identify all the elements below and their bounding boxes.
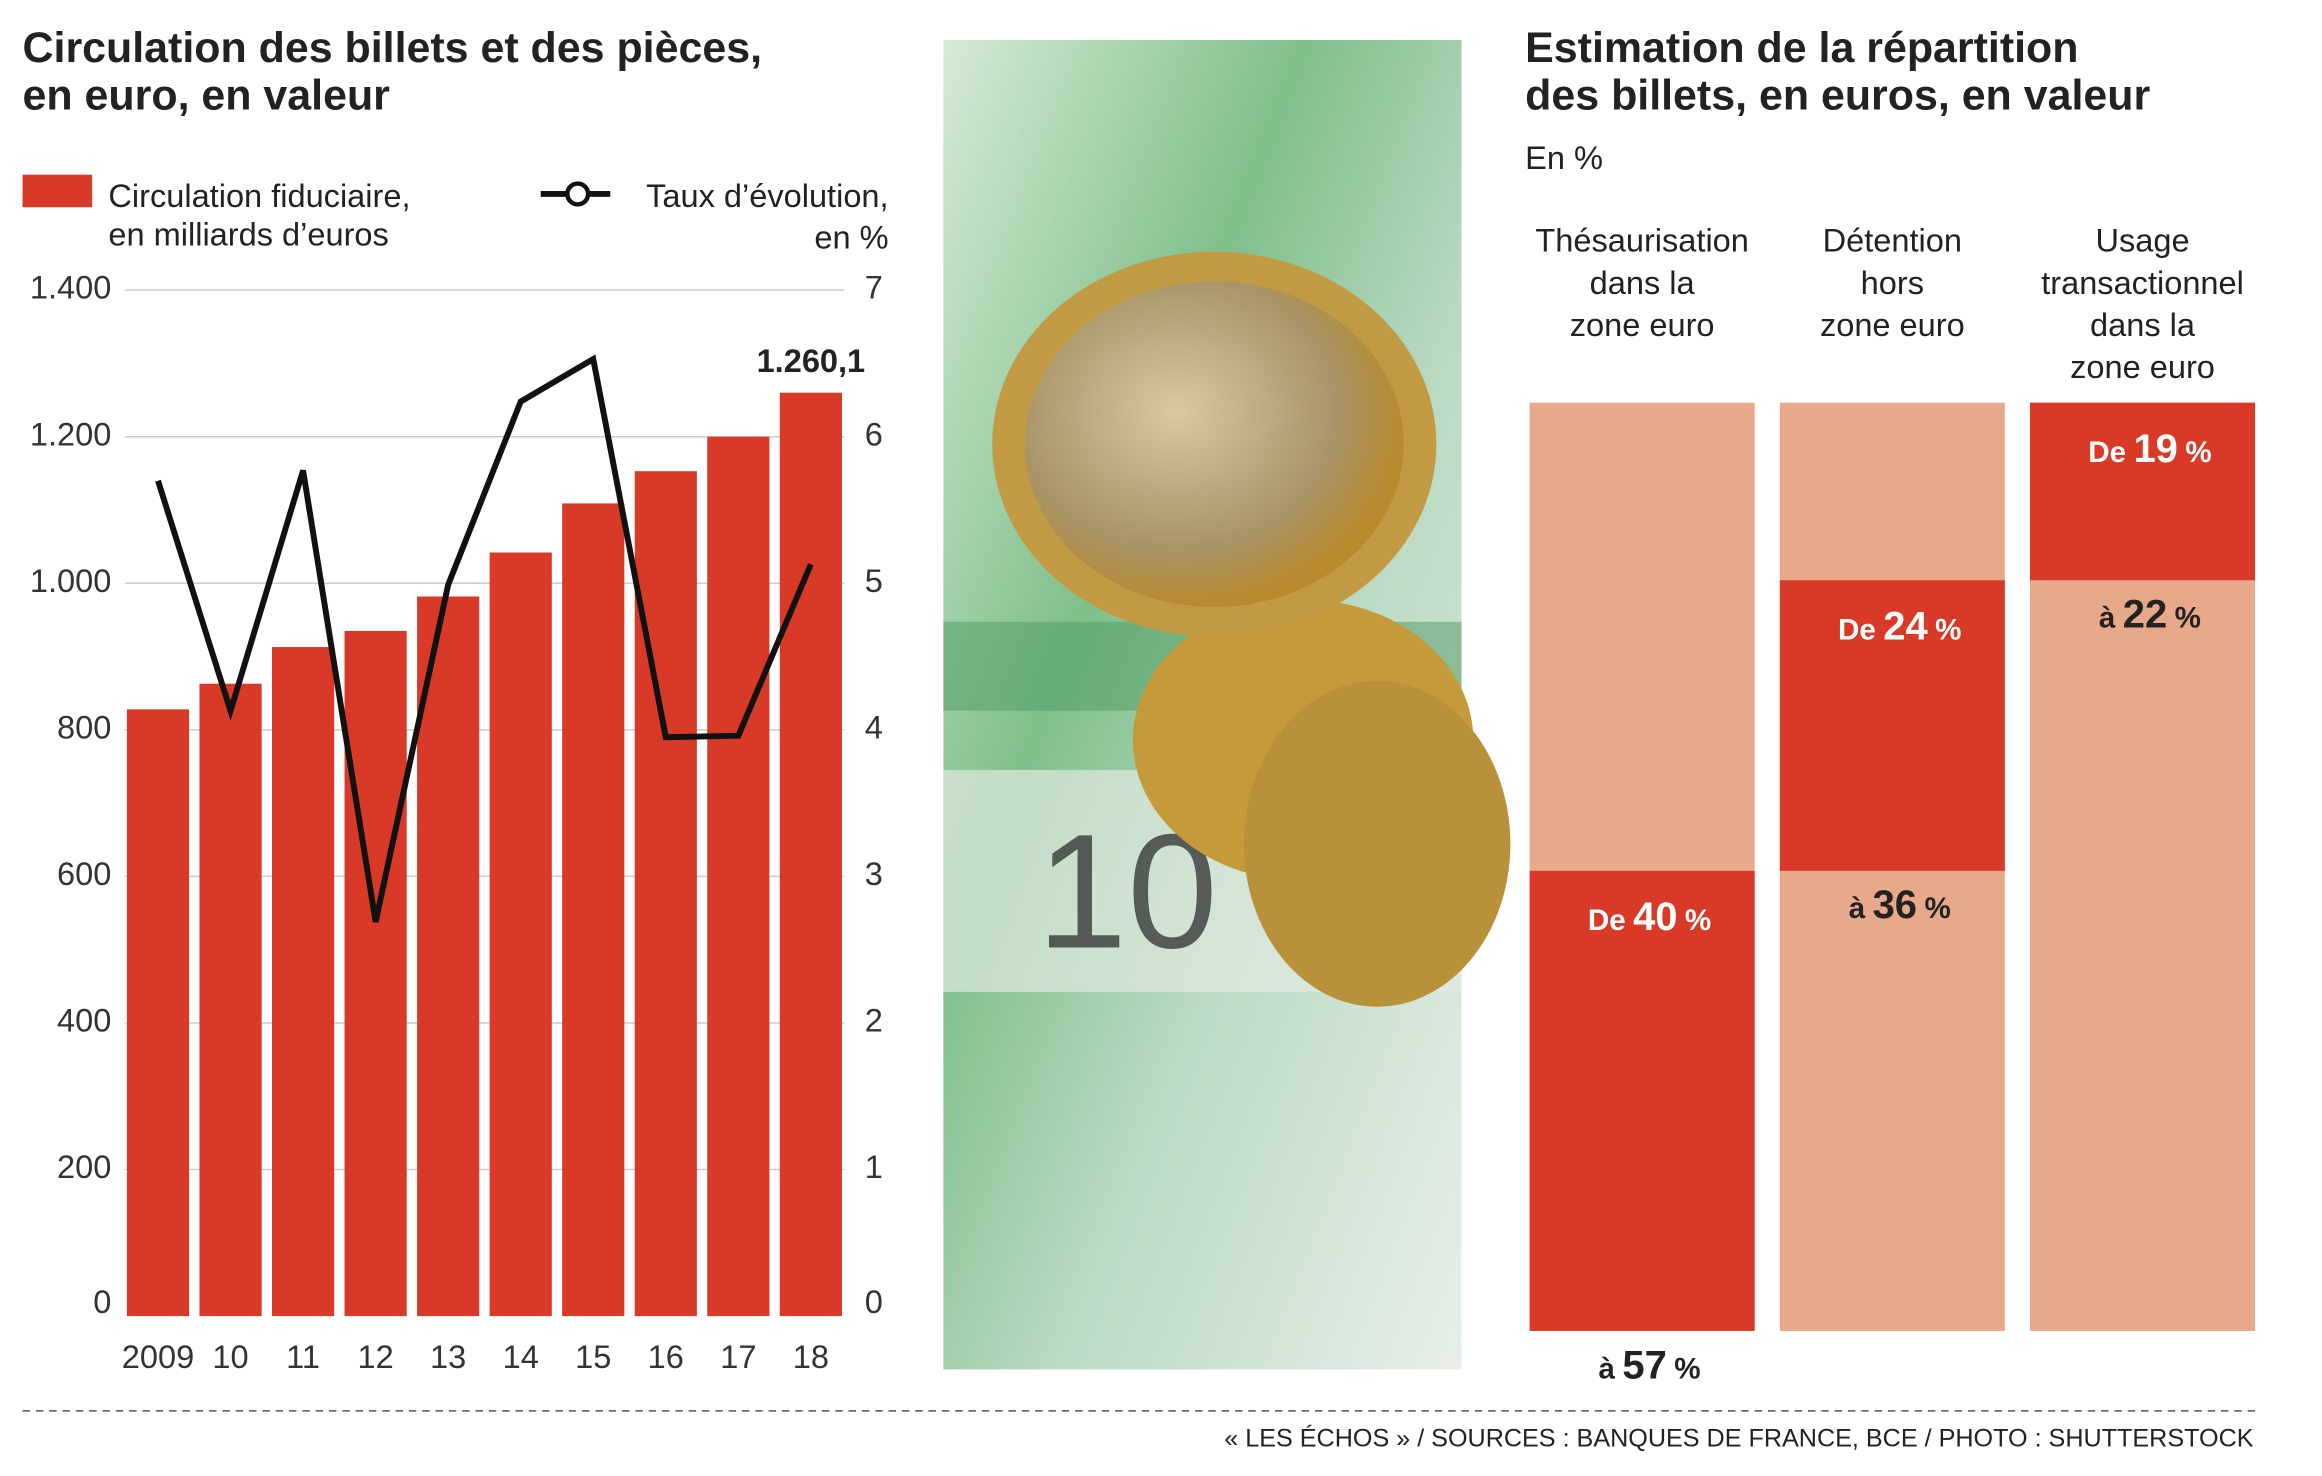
column-label: Usage transactionnel dans la zone euro xyxy=(2041,223,2244,386)
bar xyxy=(779,392,842,1317)
to-label-part: 57 xyxy=(1622,1343,1666,1387)
to-label-part: à xyxy=(1849,892,1866,925)
bar xyxy=(417,596,480,1317)
y-tick-label: 1.000 xyxy=(30,563,111,599)
to-label-part: 22 xyxy=(2123,593,2167,637)
bar xyxy=(126,709,190,1317)
from-label-part: % xyxy=(1685,904,1711,937)
from-label: De 19% xyxy=(2088,427,2211,471)
bar xyxy=(344,630,407,1317)
range-bar xyxy=(2030,402,2256,581)
y2-tick-label: 2 xyxy=(865,1003,883,1039)
from-label-part: 40 xyxy=(1633,895,1677,939)
y2-tick-label: 6 xyxy=(865,416,883,452)
from-label: De 24% xyxy=(1838,604,1961,648)
legend-swatch xyxy=(565,181,591,207)
chart-title: Estimation de la répartition des billets,… xyxy=(1525,24,2150,119)
y2-tick-label: 5 xyxy=(865,563,883,599)
y-tick-label: 400 xyxy=(57,1003,111,1039)
y-tick-label: 1.400 xyxy=(30,270,111,306)
legend-label: Taux d’évolution, en % xyxy=(646,178,888,255)
bar xyxy=(707,436,770,1317)
range-bar xyxy=(1529,870,1755,1331)
line xyxy=(155,354,814,923)
to-label: à 57% xyxy=(1599,1343,1701,1387)
from-label-part: % xyxy=(2185,436,2211,469)
value-label: 1.260,1 xyxy=(757,343,866,379)
to-label: à 22% xyxy=(2099,593,2201,637)
from-label-part: De xyxy=(2088,436,2126,469)
bar xyxy=(634,471,697,1317)
x-tick-label: 2009 xyxy=(122,1339,194,1375)
y2-tick-label: 0 xyxy=(865,1284,883,1320)
to-label-part: % xyxy=(1674,1352,1700,1385)
bar xyxy=(271,647,335,1317)
x-tick-label: 18 xyxy=(793,1339,829,1375)
x-tick-label: 15 xyxy=(575,1339,611,1375)
chart-title: Circulation des billets et des pièces, en… xyxy=(23,24,762,119)
to-label: à 36% xyxy=(1849,883,1951,927)
bar xyxy=(199,683,262,1317)
y-tick-label: 800 xyxy=(57,709,111,745)
photo: 10 xyxy=(943,39,1511,1370)
to-label-part: % xyxy=(2175,602,2201,635)
y-tick-label: 600 xyxy=(57,856,111,892)
from-label-part: 24 xyxy=(1883,604,1928,648)
y-tick-label: 0 xyxy=(93,1284,111,1320)
from-label-part: % xyxy=(1935,613,1961,646)
y-tick-label: 1.200 xyxy=(30,416,111,452)
y2-tick-label: 4 xyxy=(865,709,883,745)
source: « LES ÉCHOS » / SOURCES : BANQUES DE FRA… xyxy=(1224,1423,2254,1452)
from-label-part: De xyxy=(1838,613,1876,646)
to-label-part: à xyxy=(1599,1352,1616,1385)
legend-swatch xyxy=(22,174,93,208)
x-tick-label: 12 xyxy=(358,1339,394,1375)
column-label: Thésaurisation dans la zone euro xyxy=(1535,223,1748,343)
x-tick-label: 13 xyxy=(430,1339,466,1375)
bar xyxy=(562,503,625,1317)
to-label-part: à xyxy=(2099,602,2116,635)
column-label: Détention hors zone euro xyxy=(1820,223,1965,343)
x-tick-label: 17 xyxy=(720,1339,756,1375)
to-label-part: 36 xyxy=(1873,883,1917,927)
bar xyxy=(489,552,552,1317)
y-tick-label: 200 xyxy=(57,1149,111,1185)
range-bar xyxy=(1779,580,2005,871)
x-tick-label: 16 xyxy=(648,1339,684,1375)
x-tick-label: 14 xyxy=(503,1339,539,1375)
x-tick-label: 11 xyxy=(286,1339,320,1375)
from-label-part: De xyxy=(1588,904,1626,937)
subtitle: En % xyxy=(1525,140,1603,176)
from-label: De 40% xyxy=(1588,895,1711,939)
x-tick-label: 10 xyxy=(212,1339,248,1375)
from-label-part: 19 xyxy=(2133,427,2177,471)
y2-tick-label: 7 xyxy=(865,270,883,306)
y2-tick-label: 3 xyxy=(865,856,883,892)
y2-tick-label: 1 xyxy=(865,1149,883,1185)
to-label-part: % xyxy=(1924,892,1950,925)
legend-label: Circulation fiduciaire, en milliards d’eu… xyxy=(108,178,410,252)
